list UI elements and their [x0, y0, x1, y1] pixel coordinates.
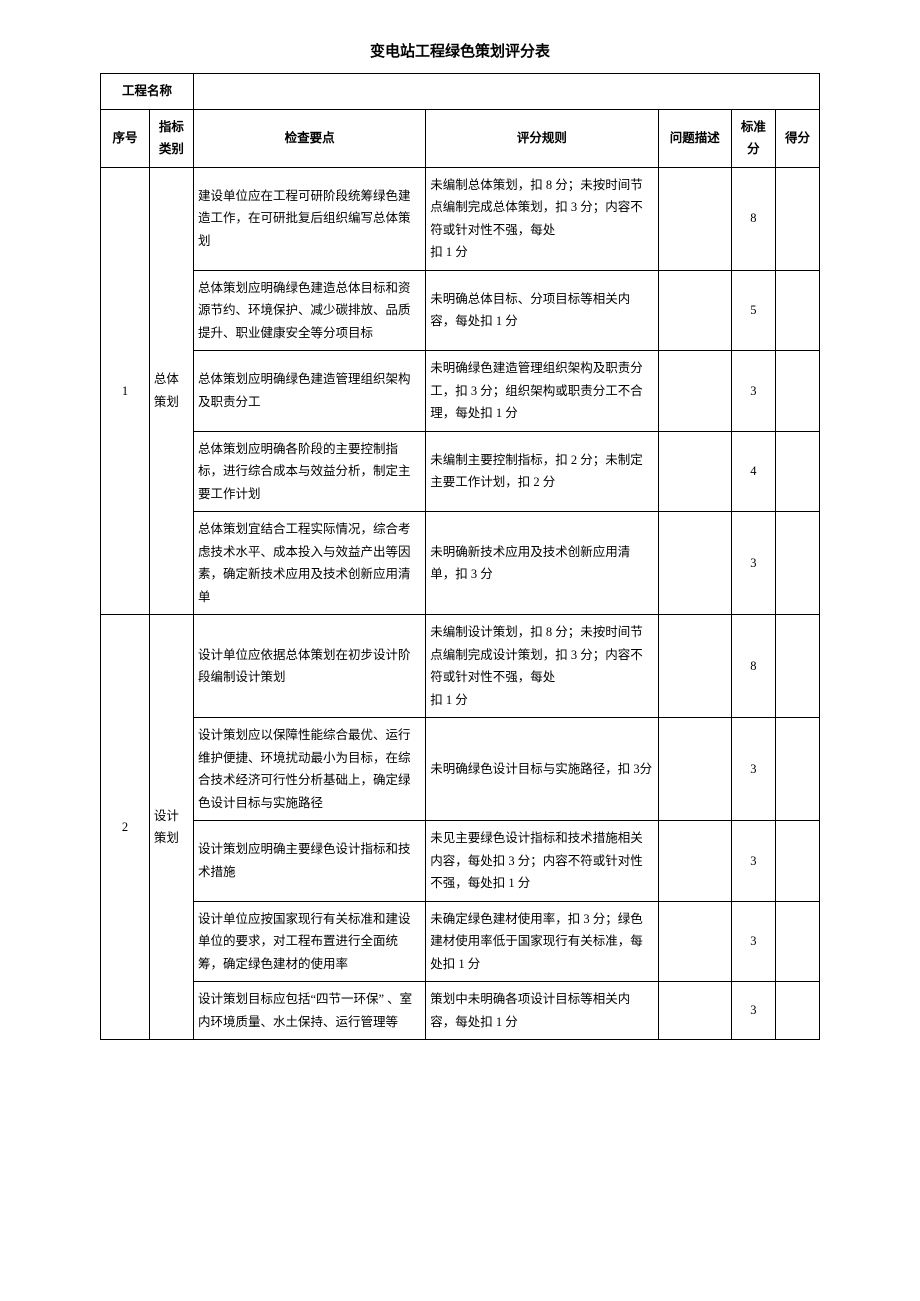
score-cell: [775, 821, 819, 902]
desc-cell: [658, 718, 731, 821]
check-cell: 设计策划应明确主要绿色设计指标和技术措施: [193, 821, 425, 902]
desc-cell: [658, 901, 731, 982]
header-seq: 序号: [101, 109, 150, 167]
rule-cell: 未明确总体目标、分项目标等相关内容，每处扣 1 分: [426, 270, 658, 351]
project-label: 工程名称: [101, 74, 194, 110]
check-cell: 设计策划应以保障性能综合最优、运行维护便捷、环境扰动最小为目标，在综合技术经济可…: [193, 718, 425, 821]
score-cell: [775, 512, 819, 615]
std-cell: 3: [731, 982, 775, 1040]
table-row: 1总体策划建设单位应在工程可研阶段统筹绿色建造工作，在可研批复后组织编写总体策划…: [101, 167, 820, 270]
check-cell: 设计策划目标应包括“四节一环保” 、室内环境质量、水土保持、运行管理等: [193, 982, 425, 1040]
score-cell: [775, 982, 819, 1040]
desc-cell: [658, 821, 731, 902]
table-row: 总体策划应明确绿色建造总体目标和资源节约、环境保护、减少碳排放、品质提升、职业健…: [101, 270, 820, 351]
rule-cell: 未确定绿色建材使用率，扣 3 分；绿色建材使用率低于国家现行有关标准，每处扣 1…: [426, 901, 658, 982]
score-cell: [775, 718, 819, 821]
category-cell: 总体策划: [149, 167, 193, 615]
table-row: 设计单位应按国家现行有关标准和建设单位的要求，对工程布置进行全面统筹，确定绿色建…: [101, 901, 820, 982]
check-cell: 总体策划应明确绿色建造管理组织架构及职责分工: [193, 351, 425, 432]
header-check: 检查要点: [193, 109, 425, 167]
seq-cell: 1: [101, 167, 150, 615]
category-cell: 设计策划: [149, 615, 193, 1040]
std-cell: 4: [731, 431, 775, 512]
std-cell: 8: [731, 167, 775, 270]
score-cell: [775, 615, 819, 718]
score-cell: [775, 901, 819, 982]
check-cell: 总体策划应明确绿色建造总体目标和资源节约、环境保护、减少碳排放、品质提升、职业健…: [193, 270, 425, 351]
score-cell: [775, 270, 819, 351]
table-row: 总体策划应明确绿色建造管理组织架构及职责分工未明确绿色建造管理组织架构及职责分工…: [101, 351, 820, 432]
std-cell: 3: [731, 901, 775, 982]
check-cell: 设计单位应依据总体策划在初步设计阶段编制设计策划: [193, 615, 425, 718]
desc-cell: [658, 167, 731, 270]
rule-cell: 未编制总体策划，扣 8 分；未按时间节点编制完成总体策划，扣 3 分；内容不符或…: [426, 167, 658, 270]
header-cat: 指标类别: [149, 109, 193, 167]
page-title: 变电站工程绿色策划评分表: [100, 40, 820, 61]
score-cell: [775, 351, 819, 432]
table-row: 总体策划宜结合工程实际情况，综合考虑技术水平、成本投入与效益产出等因素，确定新技…: [101, 512, 820, 615]
check-cell: 设计单位应按国家现行有关标准和建设单位的要求，对工程布置进行全面统筹，确定绿色建…: [193, 901, 425, 982]
desc-cell: [658, 982, 731, 1040]
desc-cell: [658, 431, 731, 512]
check-cell: 总体策划应明确各阶段的主要控制指标，进行综合成本与效益分析，制定主要工作计划: [193, 431, 425, 512]
rule-cell: 未编制主要控制指标，扣 2 分；未制定主要工作计划，扣 2 分: [426, 431, 658, 512]
table-row: 总体策划应明确各阶段的主要控制指标，进行综合成本与效益分析，制定主要工作计划未编…: [101, 431, 820, 512]
header-score: 得分: [775, 109, 819, 167]
header-std: 标准分: [731, 109, 775, 167]
desc-cell: [658, 615, 731, 718]
rule-cell: 未明确新技术应用及技术创新应用清单，扣 3 分: [426, 512, 658, 615]
check-cell: 建设单位应在工程可研阶段统筹绿色建造工作，在可研批复后组织编写总体策划: [193, 167, 425, 270]
rule-cell: 未编制设计策划，扣 8 分；未按时间节点编制完成设计策划，扣 3 分；内容不符或…: [426, 615, 658, 718]
seq-cell: 2: [101, 615, 150, 1040]
std-cell: 3: [731, 351, 775, 432]
table-row: 设计策划应以保障性能综合最优、运行维护便捷、环境扰动最小为目标，在综合技术经济可…: [101, 718, 820, 821]
desc-cell: [658, 512, 731, 615]
std-cell: 5: [731, 270, 775, 351]
header-row: 序号 指标类别 检查要点 评分规则 问题描述 标准分 得分: [101, 109, 820, 167]
desc-cell: [658, 270, 731, 351]
score-cell: [775, 167, 819, 270]
project-value: [193, 74, 819, 110]
std-cell: 3: [731, 718, 775, 821]
rule-cell: 未明确绿色设计目标与实施路径，扣 3分: [426, 718, 658, 821]
rule-cell: 未见主要绿色设计指标和技术措施相关内容，每处扣 3 分；内容不符或针对性不强，每…: [426, 821, 658, 902]
std-cell: 8: [731, 615, 775, 718]
check-cell: 总体策划宜结合工程实际情况，综合考虑技术水平、成本投入与效益产出等因素，确定新技…: [193, 512, 425, 615]
header-desc: 问题描述: [658, 109, 731, 167]
header-rule: 评分规则: [426, 109, 658, 167]
std-cell: 3: [731, 821, 775, 902]
table-row: 设计策划目标应包括“四节一环保” 、室内环境质量、水土保持、运行管理等策划中未明…: [101, 982, 820, 1040]
rule-cell: 策划中未明确各项设计目标等相关内容，每处扣 1 分: [426, 982, 658, 1040]
std-cell: 3: [731, 512, 775, 615]
table-row: 2设计策划设计单位应依据总体策划在初步设计阶段编制设计策划未编制设计策划，扣 8…: [101, 615, 820, 718]
score-table: 工程名称 序号 指标类别 检查要点 评分规则 问题描述 标准分 得分 1总体策划…: [100, 73, 820, 1040]
score-cell: [775, 431, 819, 512]
project-row: 工程名称: [101, 74, 820, 110]
table-row: 设计策划应明确主要绿色设计指标和技术措施未见主要绿色设计指标和技术措施相关内容，…: [101, 821, 820, 902]
desc-cell: [658, 351, 731, 432]
rule-cell: 未明确绿色建造管理组织架构及职责分工，扣 3 分；组织架构或职责分工不合理，每处…: [426, 351, 658, 432]
